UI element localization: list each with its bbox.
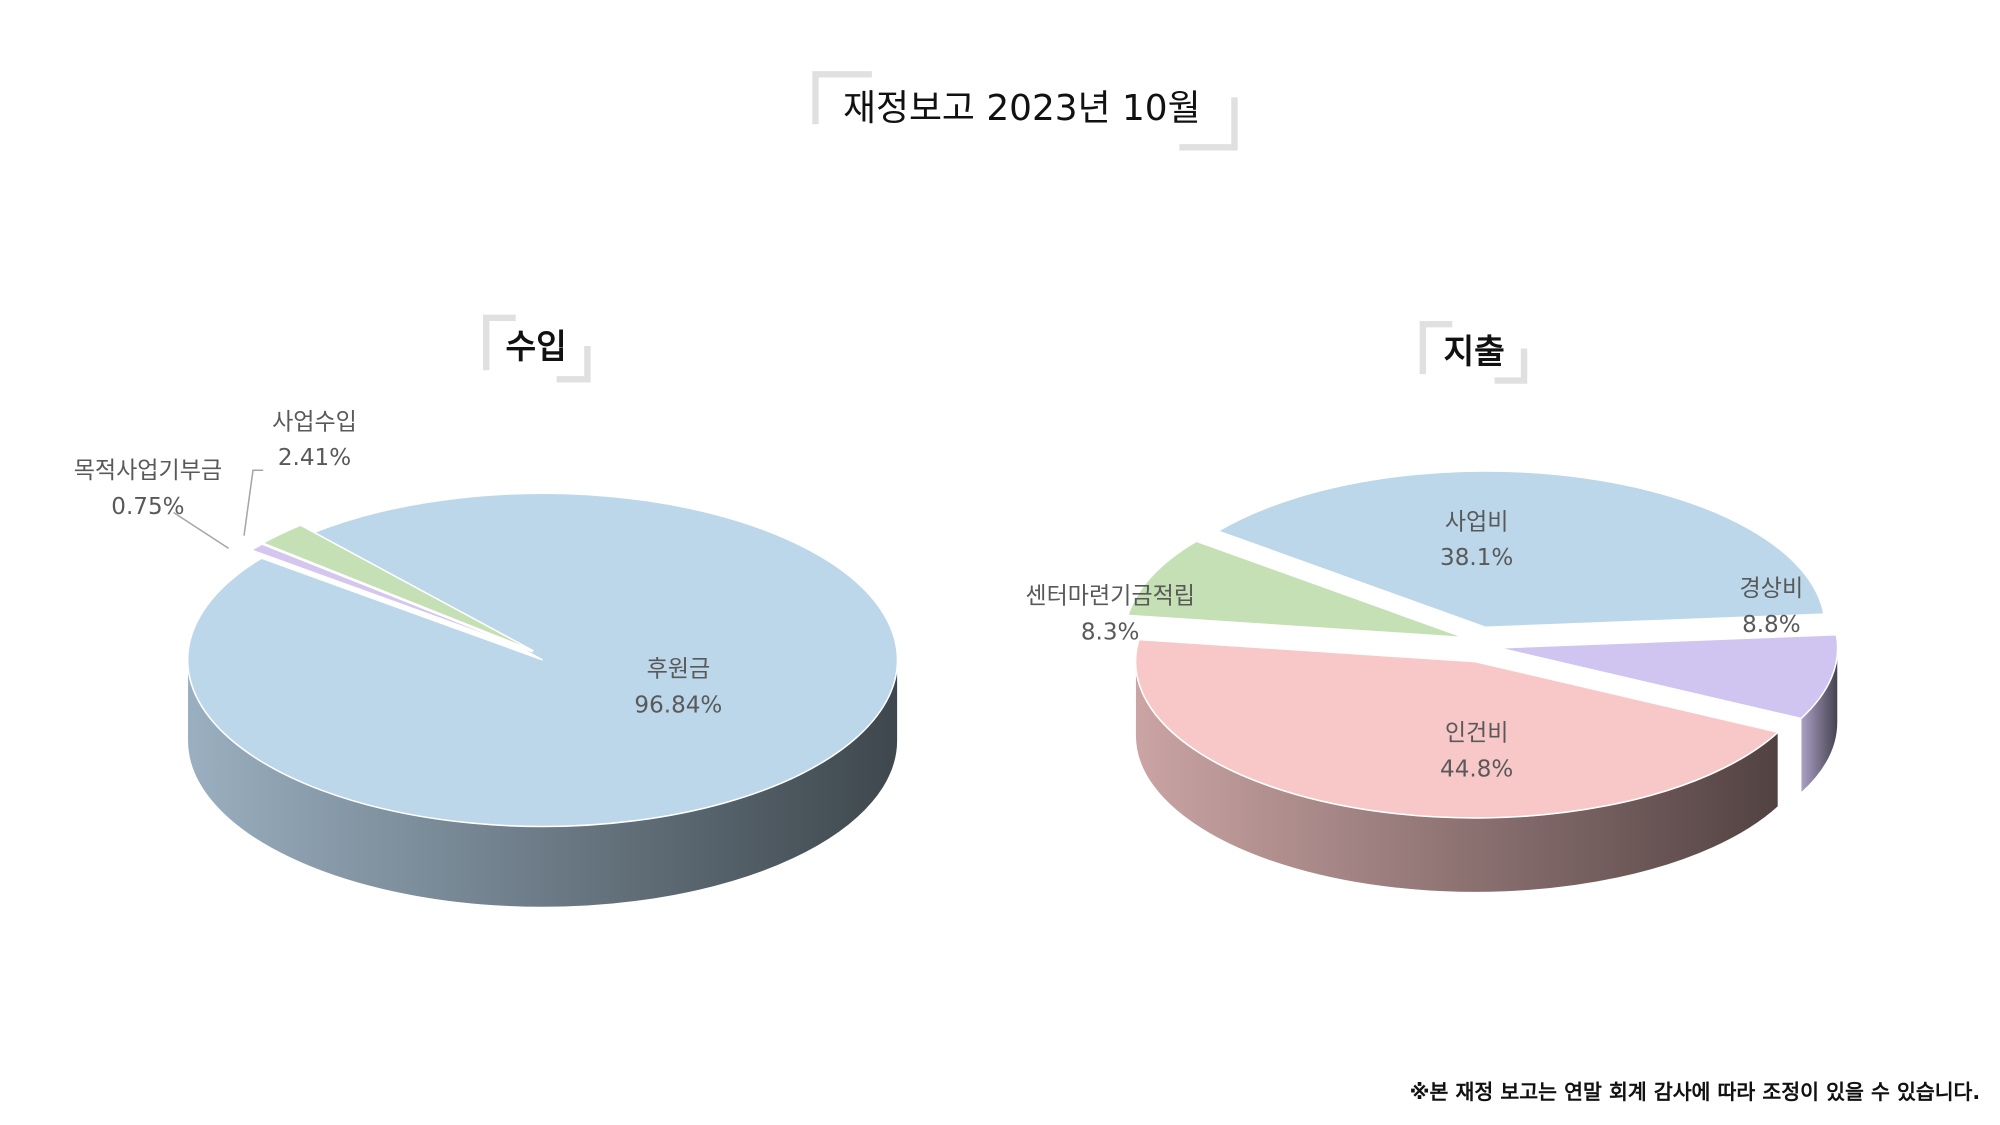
value-label: 38.1% bbox=[1440, 545, 1513, 571]
chart-title: 지출 bbox=[1443, 332, 1504, 371]
slice bbox=[261, 524, 534, 652]
leader-line bbox=[173, 511, 230, 550]
value-label: 2.41% bbox=[278, 445, 351, 471]
leader-line bbox=[243, 469, 264, 536]
category-label: 인건비 bbox=[1445, 721, 1509, 747]
bracket bbox=[1494, 348, 1528, 384]
page-title: 재정보고 2023년 10월 bbox=[843, 88, 1201, 129]
slice bbox=[1497, 633, 1839, 720]
chart-title: 수입 bbox=[506, 327, 567, 366]
slice bbox=[249, 543, 533, 653]
category-label: 후원금 bbox=[647, 657, 711, 683]
bracket bbox=[812, 71, 872, 125]
slices bbox=[186, 492, 899, 828]
slice bbox=[186, 492, 899, 828]
category-label: 사업비 bbox=[1445, 509, 1509, 535]
value-label: 0.75% bbox=[111, 494, 184, 520]
category-label: 사업수입 bbox=[272, 409, 357, 435]
footnote: ※본 재정 보고는 연말 회계 감사에 따라 조정이 있을 수 있습니다. bbox=[1410, 1080, 1981, 1104]
value-label: 8.3% bbox=[1081, 619, 1140, 645]
slice bbox=[1216, 470, 1825, 629]
slice bbox=[1134, 638, 1780, 819]
category-label: 목적사업기부금 bbox=[74, 458, 222, 484]
value-label: 8.8% bbox=[1742, 612, 1801, 638]
title-frame bbox=[482, 71, 1528, 384]
bracket bbox=[1419, 320, 1453, 375]
slices bbox=[1126, 470, 1839, 819]
bracket bbox=[556, 345, 591, 383]
bracket bbox=[482, 314, 516, 371]
slice bbox=[1126, 540, 1465, 639]
value-label: 44.8% bbox=[1440, 757, 1513, 783]
category-label: 경상비 bbox=[1740, 576, 1804, 602]
value-label: 96.84% bbox=[634, 693, 722, 719]
category-label: 센터마련기금적립 bbox=[1025, 584, 1195, 610]
bracket bbox=[1179, 97, 1238, 151]
